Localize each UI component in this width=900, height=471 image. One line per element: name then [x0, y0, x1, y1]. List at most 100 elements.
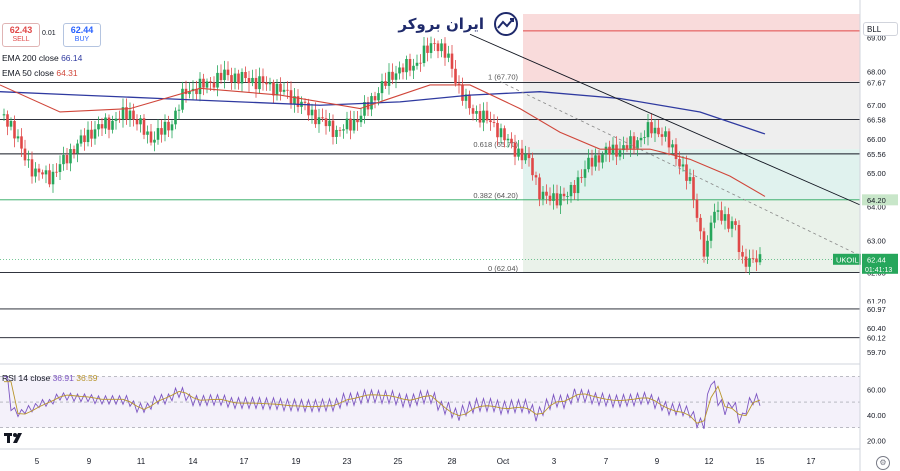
candle-body — [583, 169, 587, 178]
stock-arrow-icon — [494, 12, 518, 36]
candle-body — [195, 88, 198, 95]
level-price-label: 60.12 — [867, 334, 886, 343]
level-price-label: 67.67 — [867, 79, 886, 88]
x-axis-tick-label: 12 — [705, 457, 714, 466]
x-axis-tick-label: Oct — [497, 457, 510, 466]
buy-button[interactable]: 62.44 BUY — [63, 23, 101, 47]
y-axis-tick-label: 61.20 — [867, 297, 886, 306]
x-axis-tick-label: 17 — [807, 457, 816, 466]
candle-body — [251, 77, 254, 84]
candle-body — [23, 148, 27, 161]
x-axis-tick-label: 14 — [189, 457, 198, 466]
candle-body — [576, 177, 580, 194]
candle-body — [41, 172, 44, 175]
candle-body — [534, 175, 538, 178]
ema50-label: EMA 50 close — [2, 68, 54, 78]
candle-body — [681, 164, 685, 167]
candle-body — [478, 111, 482, 123]
candle-body — [13, 120, 16, 139]
candle-body — [174, 110, 177, 125]
candle-body — [373, 96, 377, 101]
candle-body — [653, 127, 657, 134]
candle-body — [254, 77, 258, 90]
x-axis-tick-label: 9 — [655, 457, 660, 466]
rsi-legend[interactable]: RSI 14 close 36.91 36.59 — [2, 373, 98, 383]
x-axis-tick-label: 7 — [604, 457, 609, 466]
sell-button[interactable]: 62.43 SELL — [2, 23, 40, 47]
candle-body — [265, 82, 268, 85]
candle-body — [97, 124, 100, 130]
candle-body — [489, 120, 492, 123]
candle-body — [485, 110, 489, 121]
candle-body — [6, 114, 9, 127]
level-price-box — [862, 113, 898, 125]
candle-body — [93, 129, 97, 139]
candle-body — [450, 53, 454, 69]
candle-body — [30, 159, 34, 177]
candle-body — [440, 43, 443, 52]
countdown-label: 01:41:13 — [865, 267, 892, 274]
candle-body — [496, 122, 499, 138]
candle-body — [531, 158, 534, 176]
brand-logo: ایران بروکر — [397, 12, 518, 36]
candle-body — [471, 108, 475, 114]
candle-body — [608, 146, 611, 155]
candle-body — [184, 88, 188, 95]
candle-body — [415, 62, 419, 66]
candle-body — [751, 258, 755, 260]
candle-body — [86, 129, 90, 143]
candle-body — [226, 69, 230, 76]
candle-body — [338, 129, 342, 131]
y-axis-tick-label: 63.00 — [867, 236, 886, 245]
candle-body — [160, 128, 163, 135]
ema50-value: 64.31 — [56, 68, 78, 78]
candle-body — [412, 65, 415, 71]
candle-body — [223, 69, 226, 81]
candle-body — [454, 68, 457, 84]
gear-icon[interactable]: ⚙ — [876, 456, 890, 470]
candle-body — [639, 137, 643, 141]
candle-body — [121, 107, 125, 120]
candle-body — [748, 258, 751, 267]
symbol-search-box[interactable]: BLL — [863, 22, 898, 36]
candle-body — [545, 191, 548, 196]
candle-body — [713, 211, 716, 223]
x-axis-tick-label: 15 — [756, 457, 765, 466]
candle-body — [83, 135, 86, 143]
candle-body — [433, 43, 436, 45]
rsi-label: RSI 14 close — [2, 373, 51, 383]
y-axis-tick-label: 66.00 — [867, 135, 886, 144]
candle-body — [104, 117, 107, 129]
candle-body — [356, 119, 359, 123]
candle-body — [503, 128, 506, 141]
fib-level-label: 0.382 (64.20) — [473, 191, 518, 200]
x-axis-tick-label: 11 — [137, 457, 146, 466]
candle-body — [212, 82, 216, 88]
candle-body — [646, 122, 650, 138]
ema200-legend[interactable]: EMA 200 close 66.14 — [2, 53, 82, 63]
rsi-axis-tick-label: 40.00 — [867, 411, 886, 420]
candle-body — [177, 109, 181, 111]
sell-price: 62.43 — [9, 25, 33, 35]
candle-body — [660, 134, 664, 137]
rsi-axis-tick-label: 60.00 — [867, 385, 886, 394]
candle-body — [559, 193, 562, 206]
candle-body — [163, 121, 167, 135]
candle-body — [275, 83, 279, 96]
candle-body — [692, 177, 695, 200]
candle-body — [695, 199, 699, 218]
candle-body — [562, 193, 566, 197]
candle-body — [436, 43, 440, 52]
candle-body — [79, 135, 83, 144]
candle-body — [135, 119, 139, 125]
ema50-legend[interactable]: EMA 50 close 64.31 — [2, 68, 78, 78]
candle-body — [303, 101, 307, 103]
candle-body — [272, 82, 275, 96]
candle-body — [76, 143, 79, 154]
candle-body — [114, 118, 118, 121]
candle-body — [202, 78, 205, 88]
spread-value: 0.01 — [42, 30, 56, 37]
candle-body — [167, 121, 170, 131]
candle-body — [72, 149, 76, 154]
